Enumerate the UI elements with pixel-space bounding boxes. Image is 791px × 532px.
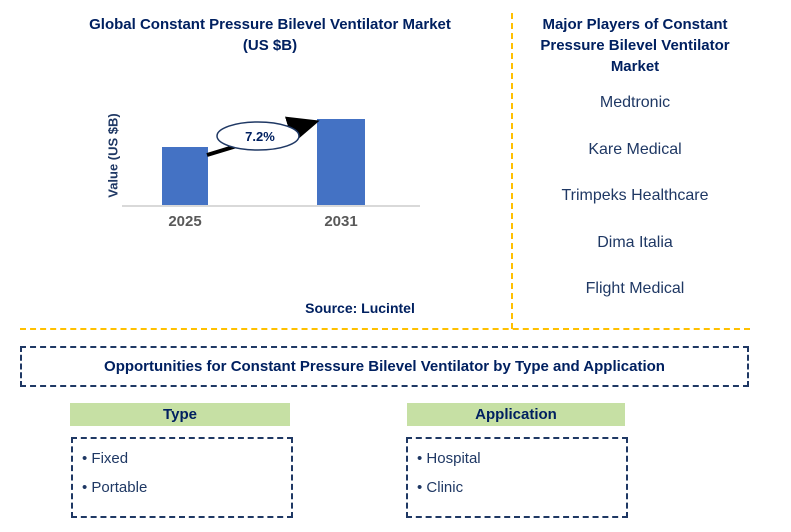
opportunities-banner-text: Opportunities for Constant Pressure Bile… [104,358,665,375]
bar-2031 [317,119,365,205]
x-tick-2025: 2025 [168,213,202,230]
player-item: Trimpeks Healthcare [561,187,709,205]
application-header: Application [407,403,625,426]
chart-title: Global Constant Pressure Bilevel Ventila… [89,16,451,54]
player-item: Flight Medical [585,280,685,298]
application-item: Hospital [417,444,626,473]
type-item: Fixed [82,444,291,473]
major-players-list: Medtronic Kare Medical Trimpeks Healthcare… [520,80,750,313]
growth-rate-label: 7.2% [245,129,275,144]
application-item: Clinic [417,473,626,502]
player-item: Dima Italia [597,233,673,251]
type-list: FixedPortable [73,444,291,502]
horizontal-divider [20,328,750,330]
player-item: Kare Medical [588,140,682,158]
opportunities-banner: Opportunities for Constant Pressure Bile… [20,346,749,387]
type-header: Type [70,403,290,426]
growth-annotation: 7.2% [206,116,320,157]
vertical-divider [511,13,513,329]
type-list-box: FixedPortable [71,437,293,518]
player-item: Medtronic [599,94,671,112]
application-list-box: HospitalClinic [406,437,628,518]
growth-ellipse [216,121,300,151]
major-players-title: Major Players of Constant Pressure Bilev… [540,16,730,75]
major-players-panel: Major Players of Constant Pressure Bilev… [520,14,750,313]
x-axis-line [122,205,420,207]
bar-chart-plot: 2025 2031 [122,110,420,230]
y-axis-label: Value (US $B) [105,113,121,198]
chart-source: Source: Lucintel [305,300,415,316]
application-list: HospitalClinic [408,444,626,502]
type-item: Portable [82,473,291,502]
x-tick-2031: 2031 [324,213,358,230]
bar-2025 [162,147,208,205]
